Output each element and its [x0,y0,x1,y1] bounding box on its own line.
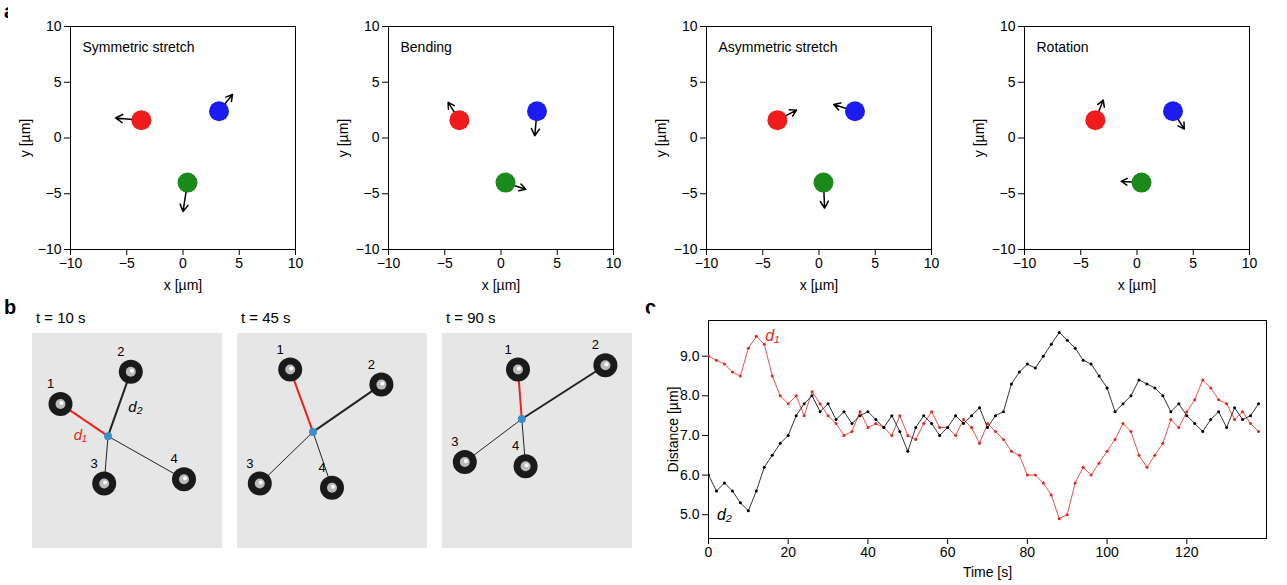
svg-text:d₁: d₁ [74,426,87,443]
svg-text:Distance [µm]: Distance [µm] [665,387,681,473]
svg-text:x [µm]: x [µm] [164,277,202,293]
svg-text:10: 10 [364,18,380,34]
svg-text:1: 1 [504,342,511,357]
svg-text:−5: −5 [437,255,453,271]
html-text:b: b [4,296,17,318]
svg-text:−10: −10 [37,241,62,257]
svg-text:Bending: Bending [401,39,452,55]
svg-text:−5: −5 [682,185,698,201]
svg-text:−10: −10 [355,241,380,257]
svg-text:y [µm]: y [µm] [335,119,351,157]
svg-text:1: 1 [47,376,54,391]
svg-text:x [µm]: x [µm] [1118,277,1156,293]
svg-text:0: 0 [815,255,823,271]
svg-text:y [µm]: y [µm] [653,119,669,157]
svg-text:x [µm]: x [µm] [800,277,838,293]
svg-text:10: 10 [606,255,622,271]
svg-text:Time [s]: Time [s] [963,564,1012,580]
svg-text:8.0: 8.0 [680,387,700,403]
svg-text:d₁: d₁ [765,327,779,344]
svg-text:100: 100 [1095,544,1119,560]
svg-text:−5: −5 [755,255,771,271]
svg-text:10: 10 [924,255,940,271]
svg-text:Symmetric stretch: Symmetric stretch [83,39,195,55]
svg-text:Asymmetric stretch: Asymmetric stretch [719,39,838,55]
svg-text:2: 2 [592,337,599,352]
svg-text:20: 20 [780,544,796,560]
svg-text:10: 10 [1242,255,1258,271]
svg-text:4: 4 [170,451,177,466]
svg-text:−10: −10 [673,241,698,257]
svg-text:5: 5 [871,255,879,271]
svg-text:3: 3 [451,434,458,449]
svg-text:−5: −5 [1000,185,1016,201]
svg-text:x [µm]: x [µm] [482,277,520,293]
svg-text:−5: −5 [1073,255,1089,271]
svg-text:80: 80 [1020,544,1036,560]
svg-text:0: 0 [179,255,187,271]
svg-text:d₂: d₂ [128,398,142,415]
svg-text:5: 5 [690,74,698,90]
svg-text:t = 10 s: t = 10 s [36,309,86,326]
svg-text:4: 4 [318,460,325,475]
svg-text:5.0: 5.0 [680,506,700,522]
svg-text:t = 90 s: t = 90 s [446,309,496,326]
svg-text:0: 0 [54,129,62,145]
svg-text:40: 40 [860,544,876,560]
svg-text:6.0: 6.0 [680,467,700,483]
svg-text:5: 5 [1008,74,1016,90]
svg-text:2: 2 [117,344,124,359]
svg-text:0: 0 [690,129,698,145]
svg-text:3: 3 [91,456,98,471]
svg-text:0: 0 [372,129,380,145]
svg-text:−5: −5 [46,185,62,201]
svg-text:−10: −10 [991,241,1016,257]
svg-text:10: 10 [288,255,304,271]
svg-text:t = 45 s: t = 45 s [241,309,291,326]
svg-text:0: 0 [1133,255,1141,271]
svg-text:−5: −5 [364,185,380,201]
svg-text:7.0: 7.0 [680,427,700,443]
svg-text:0: 0 [705,544,713,560]
svg-text:1: 1 [277,342,284,357]
svg-text:5: 5 [372,74,380,90]
svg-text:10: 10 [46,18,62,34]
svg-text:y [µm]: y [µm] [17,119,33,157]
svg-text:−5: −5 [119,255,135,271]
html-text:c: c [645,296,657,318]
svg-text:−10: −10 [695,255,719,271]
svg-text:120: 120 [1175,544,1199,560]
svg-text:3: 3 [246,456,253,471]
svg-text:10: 10 [1000,18,1016,34]
svg-text:5: 5 [1189,255,1197,271]
svg-text:60: 60 [940,544,956,560]
svg-text:4: 4 [512,438,519,453]
svg-text:0: 0 [1008,129,1016,145]
svg-text:5: 5 [235,255,243,271]
svg-text:−10: −10 [377,255,401,271]
svg-text:Rotation: Rotation [1037,39,1089,55]
svg-text:0: 0 [497,255,505,271]
svg-text:9.0: 9.0 [680,348,700,364]
svg-text:−10: −10 [59,255,83,271]
svg-text:−10: −10 [1013,255,1037,271]
svg-text:d₂: d₂ [717,506,732,523]
svg-text:y [µm]: y [µm] [971,119,987,157]
svg-text:5: 5 [553,255,561,271]
svg-text:2: 2 [368,357,375,372]
svg-text:10: 10 [682,18,698,34]
html-text:a: a [4,0,16,22]
svg-text:5: 5 [54,74,62,90]
